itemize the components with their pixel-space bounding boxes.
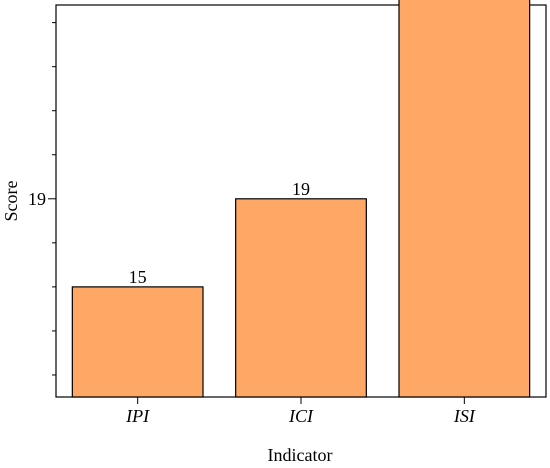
y-axis-title: Score [1, 180, 21, 221]
x-axis-title: Indicator [268, 445, 333, 465]
x-tick-label: ISI [453, 406, 476, 426]
bar-ipi [71, 286, 204, 398]
bar-isi [398, 0, 531, 398]
y-minor-ticks [48, 22, 465, 404]
data-label: 15 [129, 267, 147, 287]
labels: 19IPI15ICI19ISI34 [28, 179, 476, 426]
data-label: 19 [292, 179, 310, 199]
x-tick-label: ICI [288, 406, 314, 426]
bars [71, 0, 531, 398]
bar-ici [235, 198, 367, 398]
y-tick-label: 19 [28, 189, 46, 209]
x-tick-label: IPI [125, 406, 150, 426]
